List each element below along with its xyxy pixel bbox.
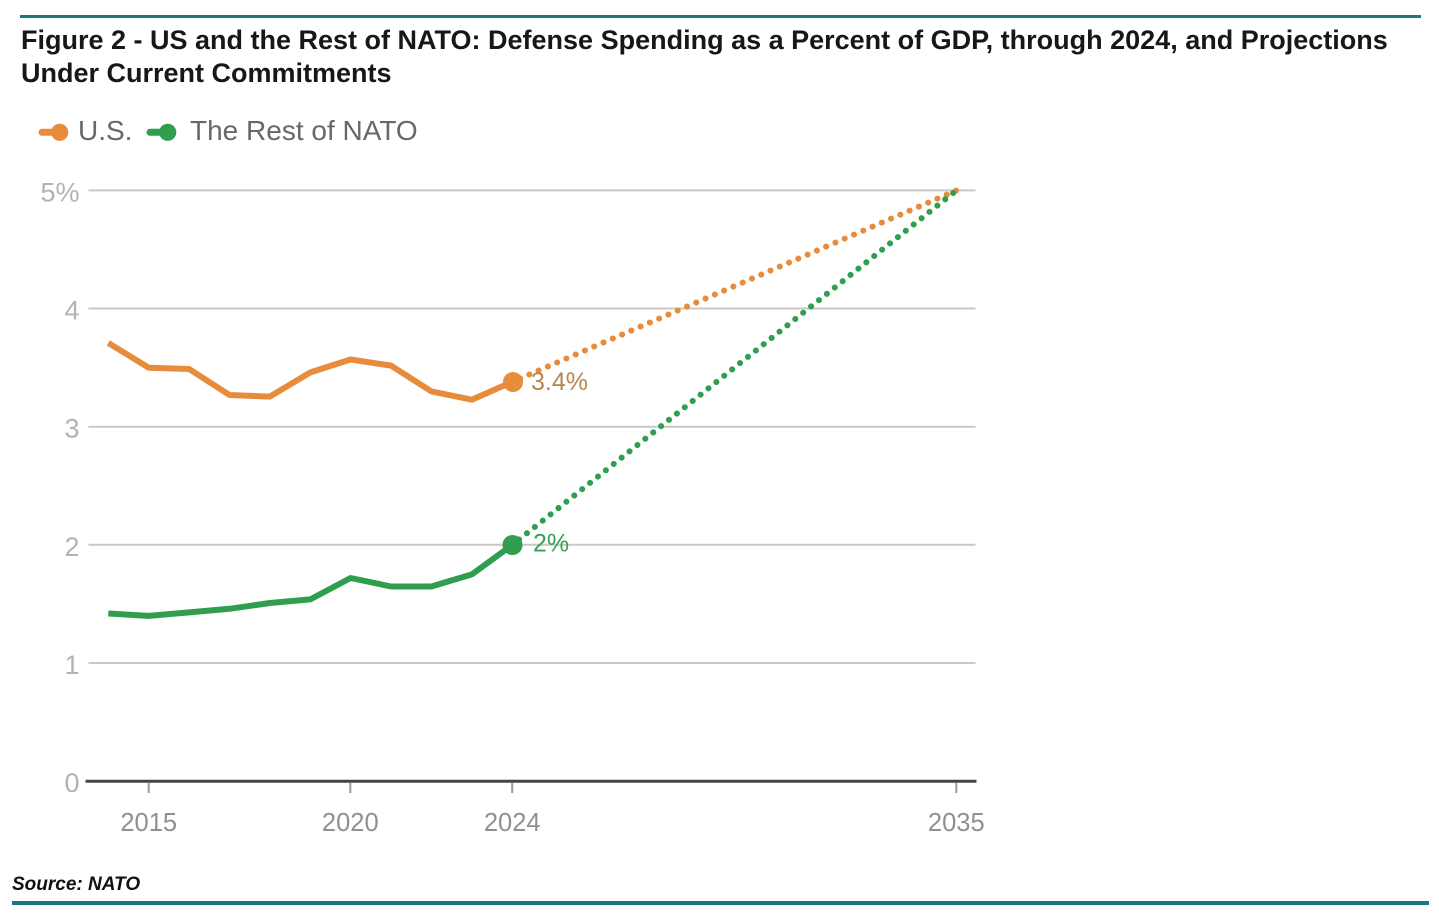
svg-text:2035: 2035: [928, 809, 985, 837]
svg-text:0: 0: [64, 768, 79, 798]
svg-text:1: 1: [64, 650, 79, 680]
svg-text:2015: 2015: [120, 809, 177, 837]
svg-text:3: 3: [64, 414, 79, 444]
svg-text:2024: 2024: [484, 809, 541, 837]
svg-text:5%: 5%: [40, 177, 79, 207]
svg-text:4: 4: [64, 296, 79, 326]
svg-text:3.4%: 3.4%: [531, 368, 588, 396]
svg-text:2: 2: [64, 532, 79, 562]
svg-text:2%: 2%: [533, 529, 569, 557]
svg-text:2020: 2020: [322, 809, 379, 837]
